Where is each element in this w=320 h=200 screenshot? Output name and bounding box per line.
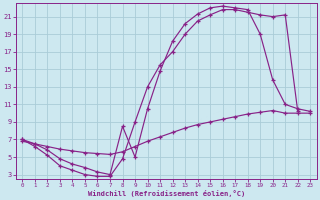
X-axis label: Windchill (Refroidissement éolien,°C): Windchill (Refroidissement éolien,°C) xyxy=(88,190,245,197)
